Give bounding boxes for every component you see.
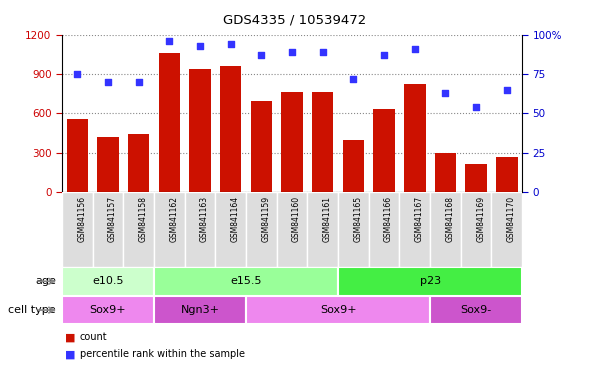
Bar <box>496 157 517 192</box>
Text: GSM841168: GSM841168 <box>445 196 454 242</box>
Point <box>379 52 389 58</box>
Bar <box>430 192 461 267</box>
Bar <box>154 192 185 267</box>
Text: e15.5: e15.5 <box>230 276 262 286</box>
Text: GSM841156: GSM841156 <box>77 196 86 242</box>
Bar <box>159 53 180 192</box>
Bar <box>128 134 149 192</box>
Point <box>318 49 327 55</box>
Point <box>226 41 235 47</box>
Bar <box>466 164 487 192</box>
Bar <box>123 192 154 267</box>
Bar <box>251 101 272 192</box>
Point <box>165 38 174 44</box>
Bar <box>435 153 456 192</box>
Text: GSM841159: GSM841159 <box>261 196 270 242</box>
Text: ■: ■ <box>65 332 76 342</box>
Text: GSM841167: GSM841167 <box>415 196 424 242</box>
Point <box>134 79 143 85</box>
Bar <box>220 66 241 192</box>
Text: GSM841169: GSM841169 <box>476 196 485 242</box>
Bar <box>404 84 425 192</box>
Bar <box>93 192 123 267</box>
Bar <box>277 192 307 267</box>
Point <box>287 49 297 55</box>
Bar <box>62 296 154 324</box>
Text: GSM841161: GSM841161 <box>323 196 332 242</box>
Text: GSM841166: GSM841166 <box>384 196 393 242</box>
Bar <box>369 192 399 267</box>
Text: GSM841170: GSM841170 <box>507 196 516 242</box>
Bar <box>307 192 338 267</box>
Text: GSM841163: GSM841163 <box>200 196 209 242</box>
Text: GSM841165: GSM841165 <box>353 196 362 242</box>
Text: Ngn3+: Ngn3+ <box>181 305 219 315</box>
Text: GSM841158: GSM841158 <box>139 196 148 242</box>
Point <box>73 71 82 77</box>
Bar <box>62 192 93 267</box>
Text: GSM841164: GSM841164 <box>231 196 240 242</box>
Bar <box>461 192 491 267</box>
Bar <box>154 267 338 296</box>
Text: p23: p23 <box>419 276 441 286</box>
Bar <box>215 192 246 267</box>
Text: GSM841162: GSM841162 <box>169 196 178 242</box>
Text: GSM841160: GSM841160 <box>292 196 301 242</box>
Text: ■: ■ <box>65 349 76 359</box>
Bar <box>491 192 522 267</box>
Text: e10.5: e10.5 <box>92 276 124 286</box>
Bar <box>246 296 430 324</box>
Text: GSM841157: GSM841157 <box>108 196 117 242</box>
Bar <box>189 69 211 192</box>
Bar <box>97 137 119 192</box>
Bar <box>343 139 364 192</box>
Text: GDS4335 / 10539472: GDS4335 / 10539472 <box>224 13 366 26</box>
Bar <box>338 192 369 267</box>
Bar <box>430 296 522 324</box>
Bar <box>67 119 88 192</box>
Point <box>103 79 113 85</box>
Bar <box>154 296 246 324</box>
Text: count: count <box>80 332 107 342</box>
Point <box>195 43 205 49</box>
Bar <box>312 92 333 192</box>
Point <box>441 90 450 96</box>
Point <box>471 104 481 110</box>
Text: Sox9+: Sox9+ <box>320 305 356 315</box>
Text: cell type: cell type <box>8 305 56 315</box>
Bar <box>338 267 522 296</box>
Point <box>257 52 266 58</box>
Bar <box>62 267 154 296</box>
Bar <box>246 192 277 267</box>
Text: Sox9-: Sox9- <box>461 305 491 315</box>
Bar <box>281 92 303 192</box>
Bar <box>399 192 430 267</box>
Bar <box>185 192 215 267</box>
Text: Sox9+: Sox9+ <box>90 305 126 315</box>
Bar <box>373 109 395 192</box>
Point <box>410 46 419 52</box>
Point <box>502 87 512 93</box>
Point <box>349 76 358 82</box>
Text: age: age <box>35 276 56 286</box>
Text: percentile rank within the sample: percentile rank within the sample <box>80 349 245 359</box>
